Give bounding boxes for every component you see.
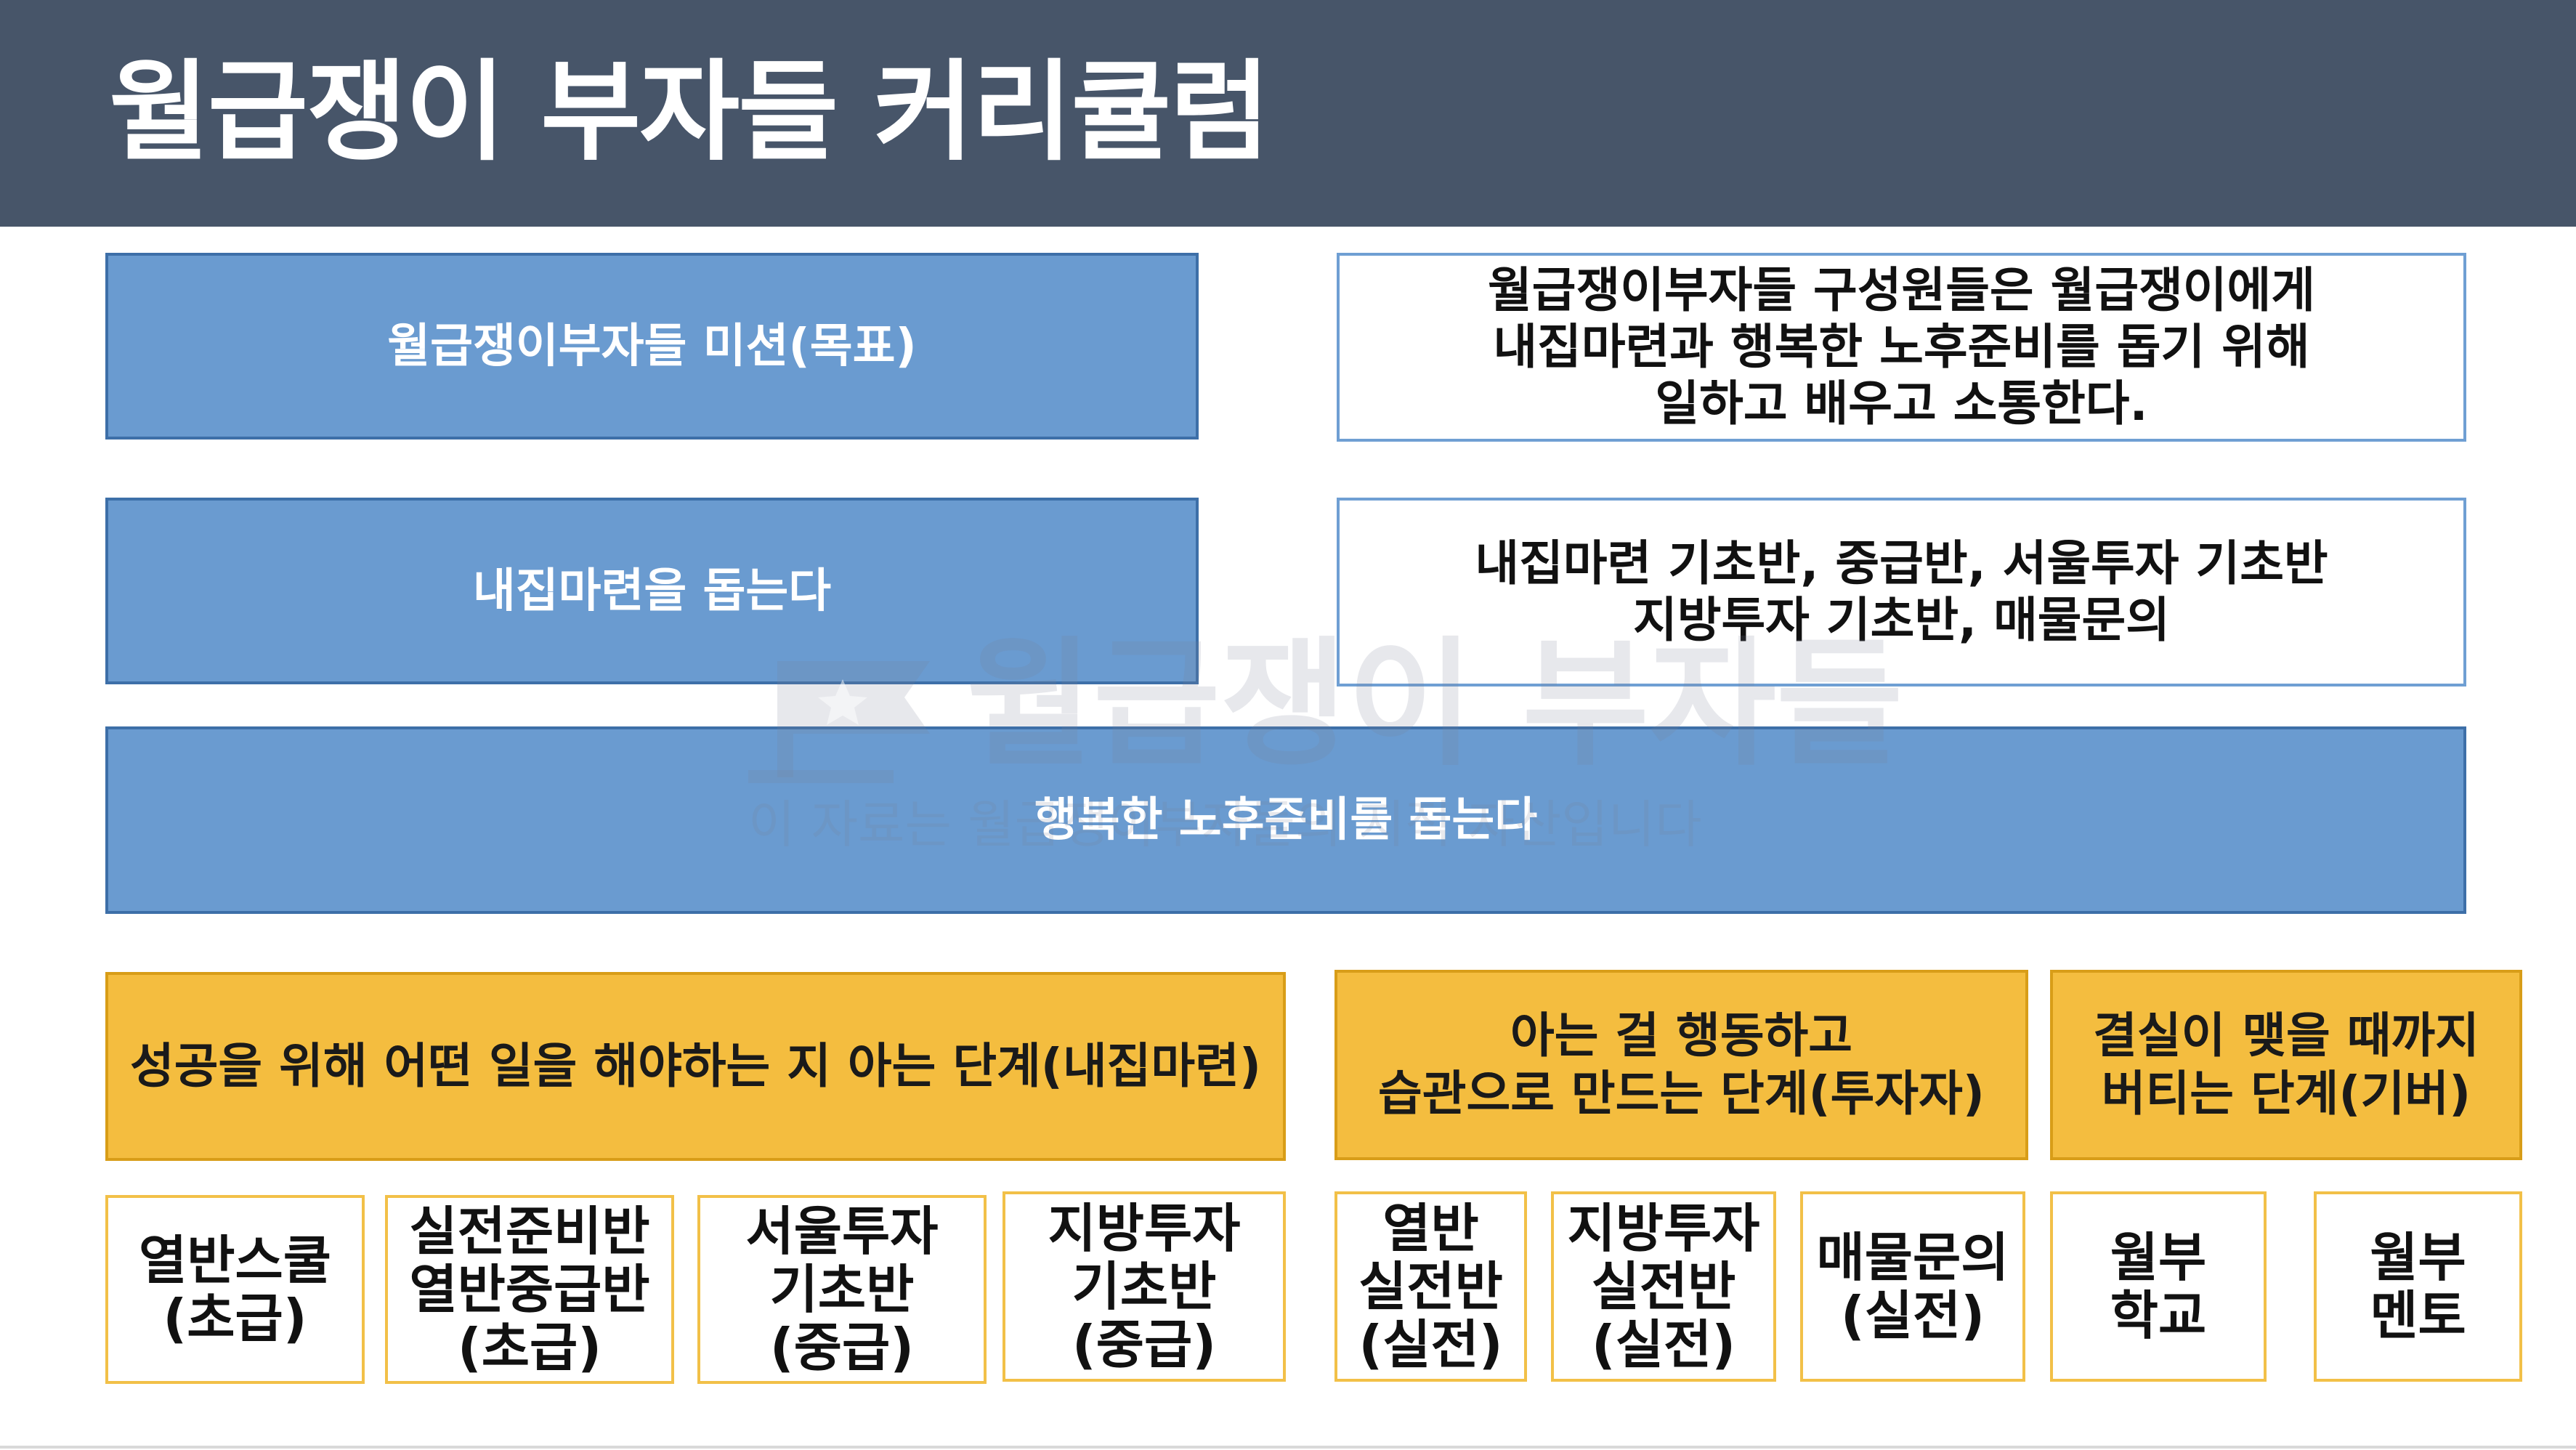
- course-box: 지방투자 실전반 (실전): [1551, 1191, 1776, 1382]
- home-label-box: 내집마련을 돕는다: [105, 498, 1199, 684]
- stage-investor-box: 아는 걸 행동하고 습관으로 만드는 단계(투자자): [1334, 970, 2028, 1160]
- mission-label-box: 월급쟁이부자들 미션(목표): [105, 253, 1199, 440]
- page-title: 월급쟁이 부자들 커리큘럼: [109, 49, 1270, 176]
- course-box: 지방투자 기초반 (중급): [1003, 1191, 1286, 1382]
- course-box: 열반스쿨 (초급): [105, 1195, 365, 1384]
- home-text-box: 내집마련 기초반, 중급반, 서울투자 기초반 지방투자 기초반, 매물문의: [1337, 498, 2466, 686]
- stage-giver-box: 결실이 맺을 때까지 버티는 단계(기버): [2050, 970, 2522, 1160]
- stage-beginner-box: 성공을 위해 어떤 일을 해야하는 지 아는 단계(내집마련): [105, 972, 1286, 1161]
- course-box: 서울투자 기초반 (중급): [697, 1195, 987, 1384]
- course-box: 월부 학교: [2050, 1191, 2267, 1382]
- header-bar: 월급쟁이 부자들 커리큘럼: [0, 0, 2576, 227]
- course-box: 열반 실전반 (실전): [1334, 1191, 1527, 1382]
- course-box: 실전준비반 열반중급반 (초급): [385, 1195, 674, 1384]
- retirement-label-box: 행복한 노후준비를 돕는다: [105, 726, 2466, 914]
- course-box: 매물문의 (실전): [1800, 1191, 2025, 1382]
- course-box: 월부 멘토: [2314, 1191, 2522, 1382]
- mission-text-box: 월급쟁이부자들 구성원들은 월급쟁이에게 내집마련과 행복한 노후준비를 돕기 …: [1337, 253, 2466, 442]
- bottom-rule: [0, 1446, 2576, 1449]
